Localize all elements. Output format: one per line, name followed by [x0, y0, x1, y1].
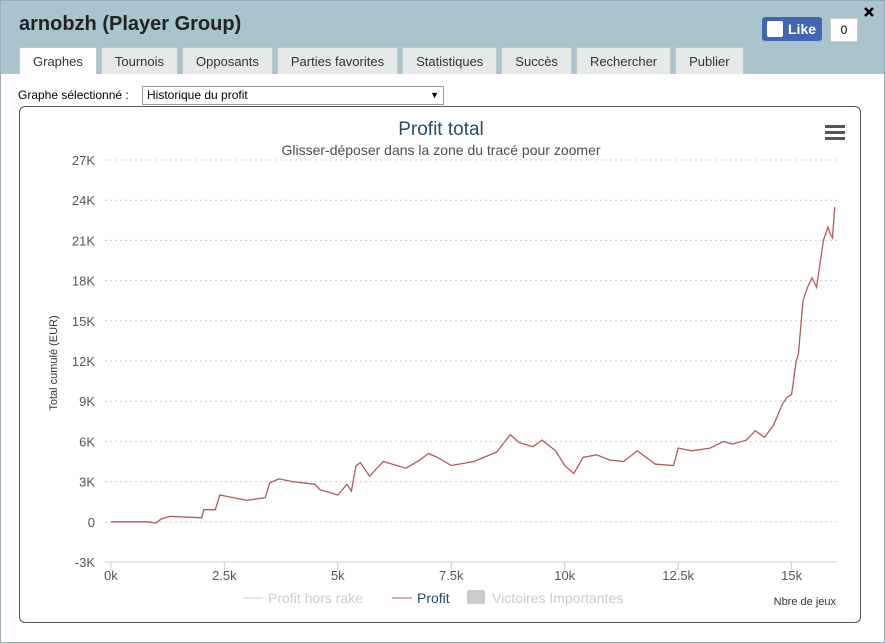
y-tick-label: 15K: [72, 314, 95, 329]
selector-value: Historique du profit: [147, 88, 248, 102]
chart-title: Profit total: [398, 119, 484, 140]
tab[interactable]: Succès: [501, 47, 572, 74]
x-axis-label: Nbre de jeux: [774, 596, 837, 608]
tab[interactable]: Statistiques: [402, 47, 498, 74]
x-tick-label: 7.5k: [439, 568, 464, 583]
y-tick-label: 6K: [79, 434, 95, 449]
tab[interactable]: Parties favorites: [276, 47, 399, 74]
tab[interactable]: Publier: [675, 47, 744, 74]
y-axis-label: Total cumulé (EUR): [48, 315, 60, 410]
x-tick-label: 5k: [331, 568, 345, 583]
like-count: 0: [830, 18, 858, 42]
series-line: [110, 206, 836, 524]
menu-icon: [825, 131, 845, 134]
y-tick-label: 9K: [79, 394, 95, 409]
y-tick-label: 24K: [72, 193, 95, 208]
tab[interactable]: Graphes: [19, 47, 97, 74]
selector[interactable]: Historique du profit ▼: [142, 86, 444, 105]
y-tick-label: 12K: [72, 354, 95, 369]
legend-item: Victoires Importantes: [492, 590, 623, 606]
tab[interactable]: Opposants: [182, 47, 273, 74]
x-tick-label: 2.5k: [212, 568, 237, 583]
y-tick-label: 18K: [72, 274, 95, 289]
y-tick-label: 21K: [72, 233, 95, 248]
tab[interactable]: Rechercher: [575, 47, 672, 74]
x-tick-label: 10k: [554, 568, 575, 583]
tabs: Graphes Tournois Opposants Parties favorite…: [19, 47, 744, 74]
menu-icon: [825, 125, 845, 128]
x-tick-label: 15k: [781, 568, 802, 583]
close[interactable]: [863, 6, 875, 18]
x-tick-label: 0k: [104, 568, 118, 583]
selector-label: Graphe sélectionné :: [18, 88, 129, 102]
title: arnobzh (Player Group): [19, 13, 242, 35]
y-tick-label: 0: [88, 515, 95, 530]
y-tick-label: 3K: [79, 475, 95, 490]
x-tick-label: 12.5k: [662, 568, 694, 583]
y-tick-label: 27K: [72, 153, 95, 168]
arrow: ▼: [430, 90, 439, 100]
fb-icon: [767, 21, 783, 37]
header: arnobzh (Player Group) Like 0 Graphes Tou…: [1, 1, 884, 74]
tab[interactable]: Tournois: [100, 47, 179, 74]
chart-subtitle: Glisser-déposer dans la zone du tracé po…: [281, 142, 600, 158]
y-tick-label: -3K: [75, 555, 96, 570]
menu-icon: [825, 137, 845, 140]
chart-box: [19, 106, 861, 623]
legend-item: Profit hors rake: [268, 590, 363, 606]
legend-symbol: [467, 590, 485, 604]
legend-item: Profit: [417, 590, 450, 606]
